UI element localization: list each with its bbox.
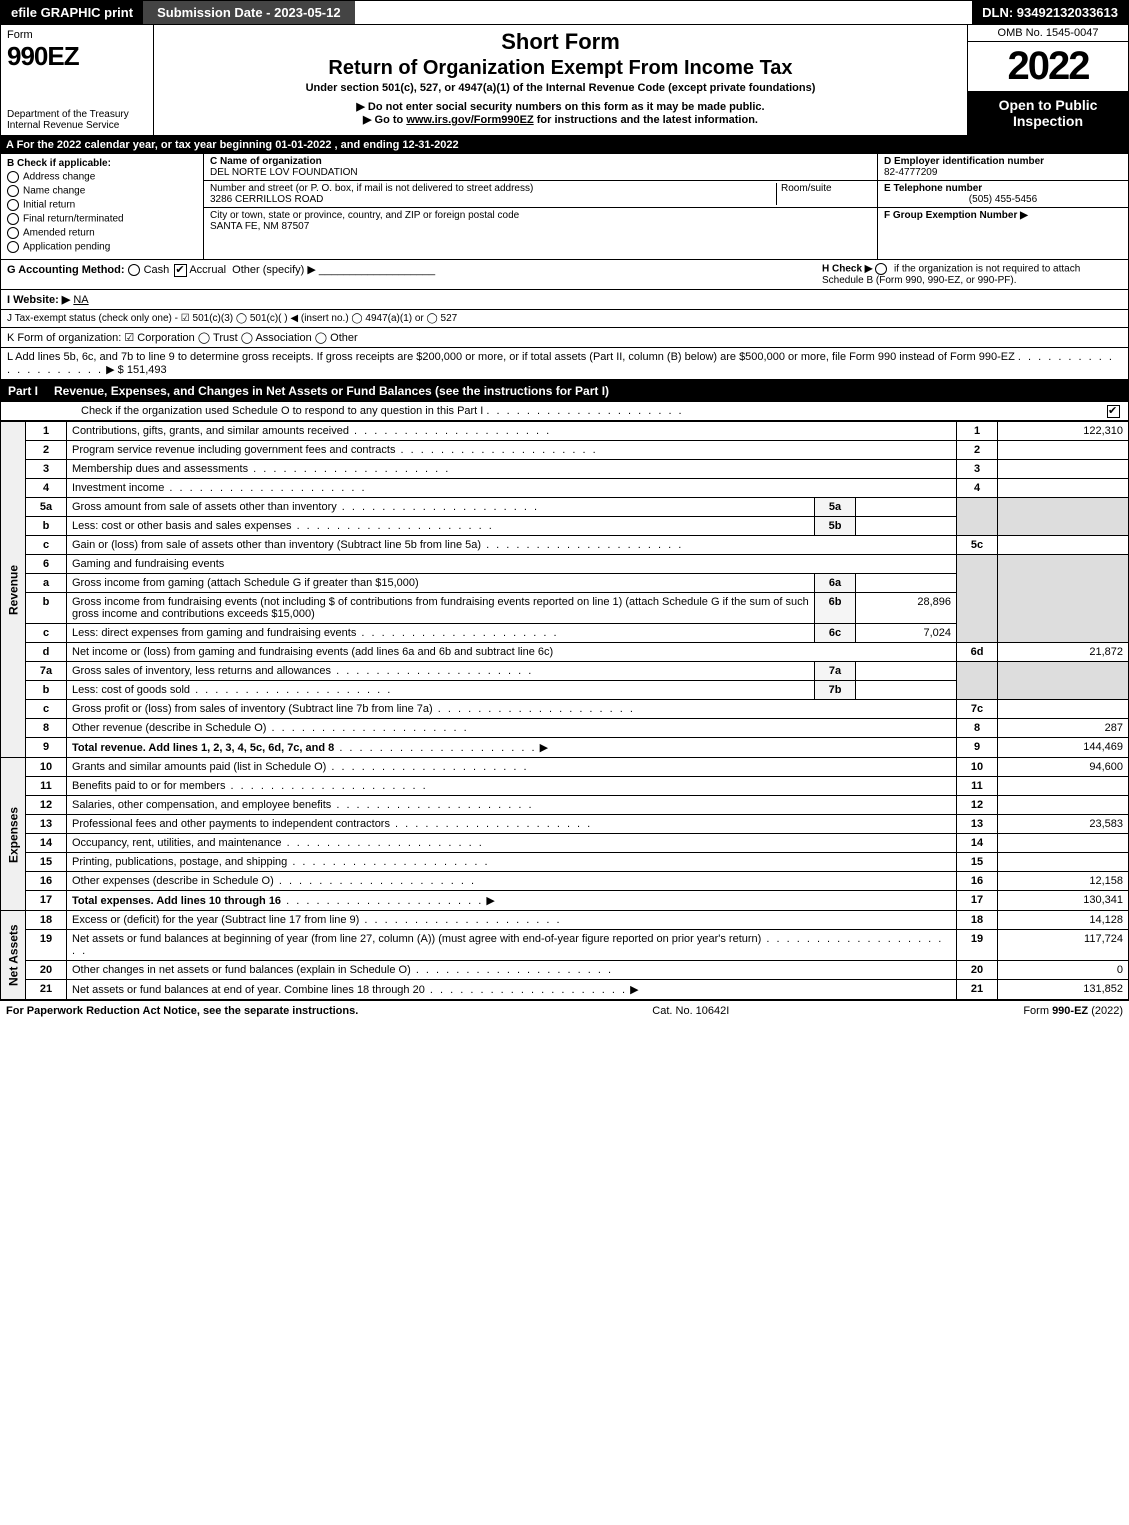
val-21: 131,852 (998, 980, 1129, 1000)
section-c: C Name of organization DEL NORTE LOV FOU… (204, 154, 877, 259)
e-phone-val: (505) 455-5456 (884, 194, 1122, 205)
b-opt-name[interactable]: Name change (7, 185, 197, 197)
dept-label: Department of the Treasury Internal Reve… (7, 109, 147, 131)
dln: DLN: 93492132033613 (972, 1, 1128, 24)
b-opt-pending[interactable]: Application pending (7, 241, 197, 253)
d-ein-label: D Employer identification number (884, 156, 1122, 167)
header-right: OMB No. 1545-0047 2022 Open to Public In… (968, 25, 1128, 135)
val-16: 12,158 (998, 872, 1129, 891)
val-19: 117,724 (998, 930, 1129, 961)
section-bcd: B Check if applicable: Address change Na… (0, 154, 1129, 260)
irs-link[interactable]: www.irs.gov/Form990EZ (406, 114, 533, 126)
g-accrual: Accrual (189, 264, 226, 276)
open-inspection: Open to Public Inspection (968, 91, 1128, 135)
row-j: J Tax-exempt status (check only one) - ☑… (0, 310, 1129, 328)
val-6b: 28,896 (856, 593, 957, 624)
c-room-label: Room/suite (776, 183, 871, 205)
val-6d: 21,872 (998, 643, 1129, 662)
g-label: G Accounting Method: (7, 264, 125, 276)
header-left: Form 990EZ Department of the Treasury In… (1, 25, 154, 135)
top-bar: efile GRAPHIC print Submission Date - 20… (0, 0, 1129, 25)
val-1: 122,310 (998, 422, 1129, 441)
note2: ▶ Go to www.irs.gov/Form990EZ for instru… (162, 113, 959, 126)
form-number: 990EZ (7, 41, 147, 72)
section-def: D Employer identification number 82-4777… (877, 154, 1128, 259)
tax-year: 2022 (968, 42, 1128, 91)
b-label: B Check if applicable: (7, 158, 197, 169)
header-center: Short Form Return of Organization Exempt… (154, 25, 968, 135)
g-cash-check[interactable] (128, 264, 140, 276)
c-city-val: SANTA FE, NM 87507 (210, 221, 871, 232)
return-title: Return of Organization Exempt From Incom… (162, 57, 959, 80)
form-label: Form (7, 29, 147, 41)
row-i: I Website: ▶ NA (0, 290, 1129, 310)
g-other: Other (specify) ▶ (232, 264, 316, 276)
val-9: 144,469 (998, 738, 1129, 758)
row-gh: G Accounting Method: Cash Accrual Other … (0, 260, 1129, 290)
i-val: NA (73, 294, 88, 306)
row-l: L Add lines 5b, 6c, and 7b to line 9 to … (0, 348, 1129, 380)
efile-label: efile GRAPHIC print (1, 1, 143, 24)
f-group-label: F Group Exemption Number ▶ (884, 210, 1122, 221)
short-form-title: Short Form (162, 29, 959, 55)
c-city-label: City or town, state or province, country… (210, 210, 871, 221)
h-label: H Check ▶ (822, 264, 872, 275)
footer-mid: Cat. No. 10642I (652, 1005, 729, 1017)
row-a: A For the 2022 calendar year, or tax yea… (0, 136, 1129, 154)
footer-right: Form 990-EZ (2022) (1023, 1005, 1123, 1017)
part1-title: Revenue, Expenses, and Changes in Net As… (54, 384, 609, 398)
row-k: K Form of organization: ☑ Corporation ◯ … (0, 328, 1129, 348)
c-name-label: C Name of organization (210, 156, 871, 167)
lines-table: Revenue 1 Contributions, gifts, grants, … (0, 421, 1129, 1000)
b-opt-address[interactable]: Address change (7, 171, 197, 183)
b-opt-initial[interactable]: Initial return (7, 199, 197, 211)
part1-num: Part I (8, 384, 38, 398)
l-text: L Add lines 5b, 6c, and 7b to line 9 to … (7, 351, 1015, 363)
part1-header: Part I Revenue, Expenses, and Changes in… (0, 380, 1129, 402)
d-ein-val: 82-4777209 (884, 167, 1122, 178)
l-arrow: ▶ $ (106, 363, 124, 376)
val-18: 14,128 (998, 911, 1129, 930)
val-20: 0 (998, 961, 1129, 980)
e-phone-label: E Telephone number (884, 183, 1122, 194)
l-val: 151,493 (127, 364, 167, 376)
omb-number: OMB No. 1545-0047 (968, 25, 1128, 42)
g-accrual-check[interactable] (174, 264, 187, 277)
side-expenses: Expenses (1, 758, 26, 911)
row-h: H Check ▶ if the organization is not req… (814, 263, 1122, 286)
i-label: I Website: ▶ (7, 294, 70, 306)
c-street-label: Number and street (or P. O. box, if mail… (210, 183, 776, 194)
h-check[interactable] (875, 263, 887, 275)
b-opt-amended[interactable]: Amended return (7, 227, 197, 239)
side-netassets: Net Assets (1, 911, 26, 1000)
section-b: B Check if applicable: Address change Na… (1, 154, 204, 259)
footer: For Paperwork Reduction Act Notice, see … (0, 1000, 1129, 1021)
val-8: 287 (998, 719, 1129, 738)
val-10: 94,600 (998, 758, 1129, 777)
part1-checkbox[interactable] (1107, 405, 1120, 418)
g-cash: Cash (144, 264, 170, 276)
val-17: 130,341 (998, 891, 1129, 911)
c-name-val: DEL NORTE LOV FOUNDATION (210, 167, 871, 178)
val-13: 23,583 (998, 815, 1129, 834)
val-6c: 7,024 (856, 624, 957, 643)
subtitle: Under section 501(c), 527, or 4947(a)(1)… (162, 82, 959, 94)
c-street-val: 3286 CERRILLOS ROAD (210, 194, 776, 205)
side-revenue: Revenue (1, 422, 26, 758)
part1-check: Check if the organization used Schedule … (0, 402, 1129, 421)
footer-left: For Paperwork Reduction Act Notice, see … (6, 1005, 358, 1017)
b-opt-final[interactable]: Final return/terminated (7, 213, 197, 225)
note1: ▶ Do not enter social security numbers o… (162, 100, 959, 113)
header: Form 990EZ Department of the Treasury In… (0, 25, 1129, 136)
submission-date: Submission Date - 2023-05-12 (143, 1, 355, 24)
